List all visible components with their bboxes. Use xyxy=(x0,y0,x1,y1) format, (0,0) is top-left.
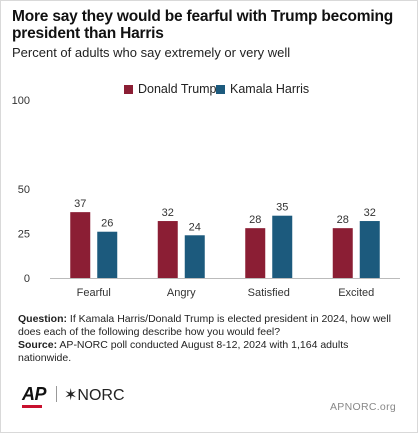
legend-item-kamala-harris: Kamala Harris xyxy=(216,82,309,96)
bar-satisfied-donald-trump xyxy=(245,228,266,278)
data-label-satisfied-kamala-harris: 35 xyxy=(276,202,288,214)
bar-satisfied-kamala-harris xyxy=(272,215,293,278)
ap-logo-bar xyxy=(22,405,42,408)
y-tick-label-100: 100 xyxy=(12,95,30,107)
bar-angry-kamala-harris xyxy=(184,235,205,278)
x-tick-label-angry: Angry xyxy=(167,287,196,299)
chart-title: More say they would be fearful with Trum… xyxy=(12,8,393,42)
bar-excited-kamala-harris xyxy=(359,221,380,278)
question-text: If Kamala Harris/Donald Trump is elected… xyxy=(18,313,391,338)
source-text: AP-NORC poll conducted August 8-12, 2024… xyxy=(18,339,349,364)
bar-excited-donald-trump xyxy=(332,228,353,278)
question-label: Question: xyxy=(18,313,67,325)
x-tick-label-satisfied: Satisfied xyxy=(248,287,290,299)
bar-angry-donald-trump xyxy=(157,221,178,278)
data-label-satisfied-donald-trump: 28 xyxy=(249,214,261,226)
y-tick-label-25: 25 xyxy=(18,229,30,241)
legend-swatch-donald-trump xyxy=(124,85,133,94)
norc-logo: ✶NORC xyxy=(64,387,125,404)
ap-logo: AP xyxy=(22,384,47,404)
data-label-fearful-kamala-harris: 26 xyxy=(101,218,113,230)
bar-fearful-kamala-harris xyxy=(97,231,118,278)
chart-subtitle: Percent of adults who say extremely or v… xyxy=(12,45,291,60)
legend-label-donald-trump: Donald Trump xyxy=(138,82,217,96)
logo-divider xyxy=(56,386,57,402)
data-label-fearful-donald-trump: 37 xyxy=(74,198,86,210)
source-note: Source: AP-NORC poll conducted August 8-… xyxy=(18,339,402,365)
question-note: Question: If Kamala Harris/Donald Trump … xyxy=(18,313,402,339)
legend-item-donald-trump: Donald Trump xyxy=(124,82,217,96)
y-tick-label-50: 50 xyxy=(18,184,30,196)
bar-fearful-donald-trump xyxy=(70,212,91,278)
chart-notes: Question: If Kamala Harris/Donald Trump … xyxy=(18,313,402,365)
data-label-excited-kamala-harris: 32 xyxy=(364,207,376,219)
x-tick-label-fearful: Fearful xyxy=(77,287,111,299)
legend-swatch-kamala-harris xyxy=(216,85,225,94)
data-label-angry-kamala-harris: 24 xyxy=(189,221,201,233)
data-label-excited-donald-trump: 28 xyxy=(337,214,349,226)
legend: Donald Trump Kamala Harris xyxy=(0,82,418,98)
site-url: APNORC.org xyxy=(329,401,396,413)
bar-chart: 0 25 50 100 37 26 Fearful 32 24 Angry 28 35 Satisfie… xyxy=(12,95,400,299)
data-label-angry-donald-trump: 32 xyxy=(162,207,174,219)
x-tick-label-excited: Excited xyxy=(338,287,374,299)
y-tick-label-0: 0 xyxy=(24,273,30,285)
source-label: Source: xyxy=(18,339,58,351)
legend-label-kamala-harris: Kamala Harris xyxy=(230,82,310,96)
